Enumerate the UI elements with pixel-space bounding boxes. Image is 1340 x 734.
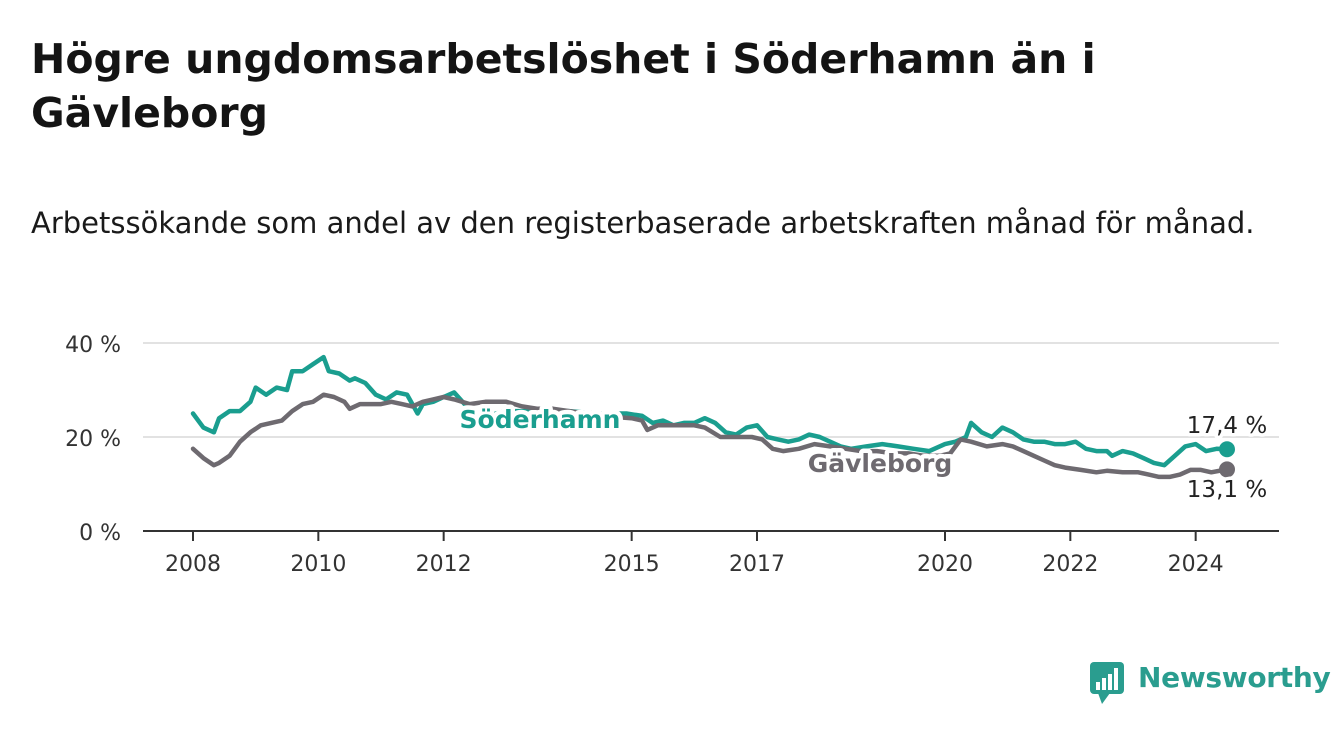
y-axis: 0 % 20 % 40 % [65,333,121,546]
series-end-point [1219,441,1235,458]
newsworthy-logo-icon [1090,662,1124,704]
x-axis: 2008 2010 2012 2015 2017 2020 2022 2024 [143,530,1279,577]
y-tick-label: 40 % [65,333,121,358]
end-value-label: 17,4 % [1187,413,1267,439]
end-value-halo: 13,1 % [1187,477,1267,503]
series-line-soderhamn [190,354,1230,468]
series-name-label: Söderhamn [460,405,621,434]
brand-name: Newsworthy [1138,661,1331,694]
end-value-label: 13,1 % [1187,477,1267,503]
x-tick-label: 2012 [416,552,472,577]
series-name-halo: Gävleborg [808,449,953,478]
y-tick-label: 20 % [65,427,121,452]
x-tick-label: 2020 [917,552,973,577]
x-tick-label: 2024 [1168,552,1224,577]
x-tick-label: 2010 [290,552,346,577]
chart-title: Högre ungdomsarbetslöshet i Söderhamn än… [31,35,1096,137]
series-labels: SöderhamnSöderhamnGävleborgGävleborg17,4… [455,401,1271,507]
end-value-halo: 17,4 % [1187,413,1267,439]
chart-subtitle: Arbetssökande som andel av den registerb… [31,206,1255,240]
series-lines [190,354,1235,480]
x-tick-label: 2017 [729,552,785,577]
series-end-point [1219,461,1235,478]
y-tick-label: 0 % [79,521,121,546]
x-tick-label: 2022 [1042,552,1098,577]
series-name-label: Gävleborg [808,449,953,478]
series-line-gavleborg [190,392,1230,480]
grid-lines [143,342,1279,438]
x-tick-label: 2015 [604,552,660,577]
series-name-halo: Söderhamn [460,405,621,434]
x-tick-label: 2008 [165,552,221,577]
